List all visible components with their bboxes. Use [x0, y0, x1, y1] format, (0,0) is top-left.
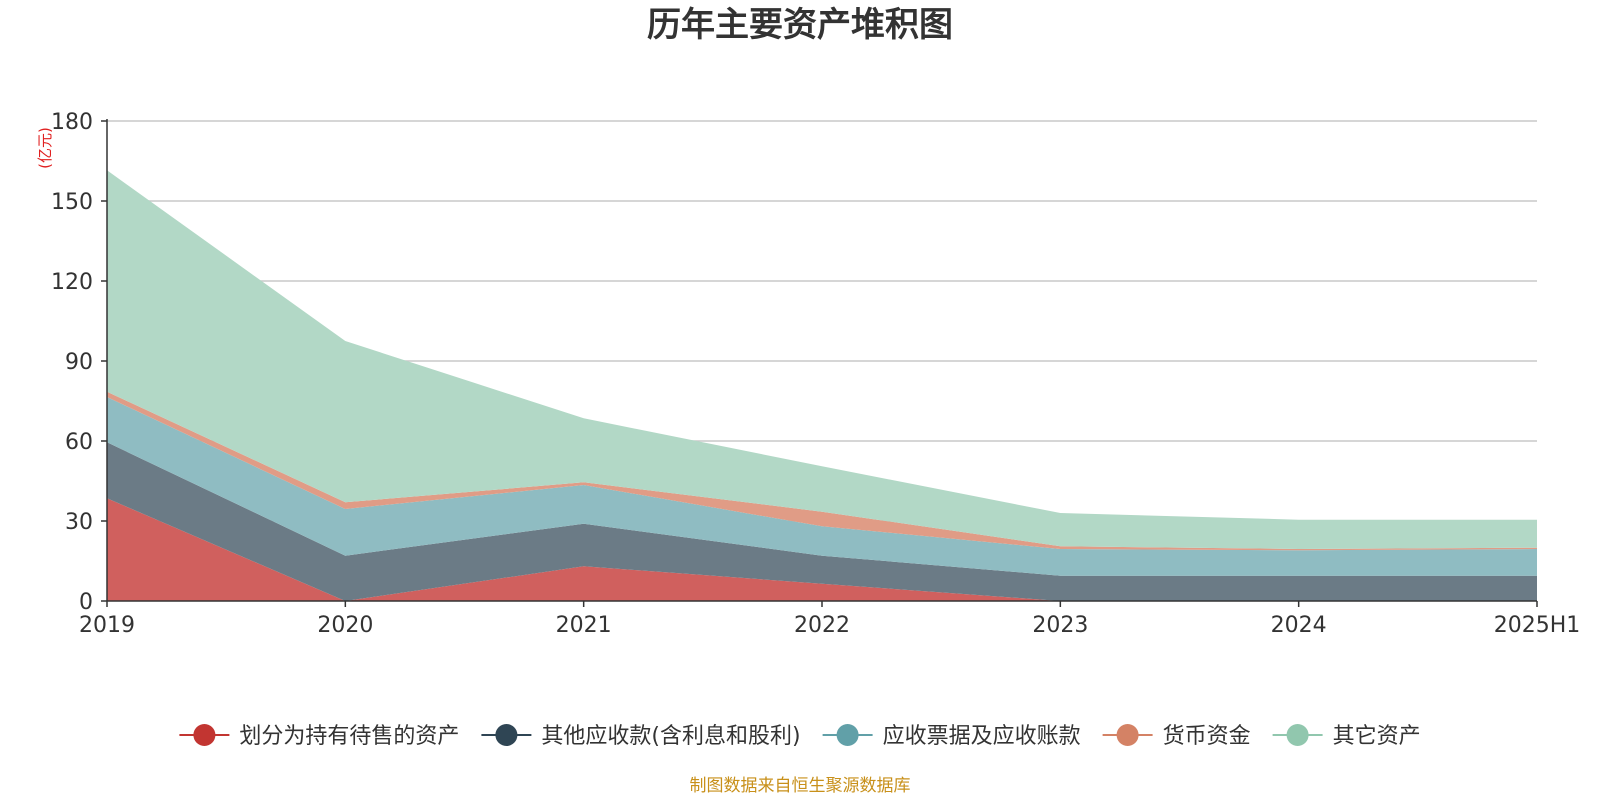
- area-series-0: [107, 498, 1537, 601]
- legend-label: 货币资金: [1163, 724, 1251, 749]
- area-series-2: [107, 397, 1537, 576]
- area-series-3: [107, 391, 1537, 551]
- legend-marker-icon: [495, 724, 518, 746]
- x-tick-label: 2024: [1271, 613, 1327, 638]
- legend: 划分为持有待售的资产 其他应收款(含利息和股利) 应收票据及应收账款 货币资金 其它资产: [179, 724, 1421, 749]
- legend-item-0[interactable]: 划分为持有待售的资产: [179, 724, 459, 749]
- legend-label: 应收票据及应收账款: [883, 724, 1081, 749]
- y-axis-unit: (亿元): [36, 127, 54, 169]
- chart-title: 历年主要资产堆积图: [647, 5, 953, 45]
- y-tick-label: 60: [65, 430, 93, 455]
- legend-label: 其他应收款(含利息和股利): [541, 724, 800, 749]
- legend-label: 划分为持有待售的资产: [239, 724, 459, 749]
- x-tick-label: 2023: [1032, 613, 1088, 638]
- y-tick-label: 150: [51, 190, 93, 215]
- series-areas: [107, 170, 1537, 601]
- y-tick-label: 120: [51, 270, 93, 295]
- legend-item-4[interactable]: 其它资产: [1272, 724, 1421, 749]
- legend-label: 其它资产: [1333, 724, 1421, 749]
- axes: 0 30 60 90 120 150 180 2019 2020 2021 2022 2023 2024…: [51, 110, 1580, 638]
- legend-marker-icon: [1286, 724, 1309, 746]
- x-tick-label: 2025H1: [1494, 613, 1581, 638]
- legend-item-1[interactable]: 其他应收款(含利息和股利): [481, 724, 801, 749]
- y-tick-label: 90: [65, 350, 93, 375]
- legend-marker-icon: [193, 724, 216, 746]
- x-tick-label: 2021: [556, 613, 612, 638]
- legend-marker-icon: [836, 724, 859, 746]
- area-series-4: [107, 170, 1537, 550]
- y-tick-label: 0: [79, 590, 93, 615]
- x-tick-label: 2022: [794, 613, 850, 638]
- x-tick-label: 2019: [79, 613, 135, 638]
- y-tick-label: 30: [65, 510, 93, 535]
- legend-marker-icon: [1116, 724, 1139, 746]
- source-note: 制图数据来自恒生聚源数据库: [690, 776, 911, 796]
- y-tick-label: 180: [51, 110, 93, 135]
- area-series-1: [107, 442, 1537, 601]
- x-tick-label: 2020: [317, 613, 373, 638]
- legend-item-3[interactable]: 货币资金: [1102, 724, 1251, 749]
- legend-item-2[interactable]: 应收票据及应收账款: [822, 724, 1081, 749]
